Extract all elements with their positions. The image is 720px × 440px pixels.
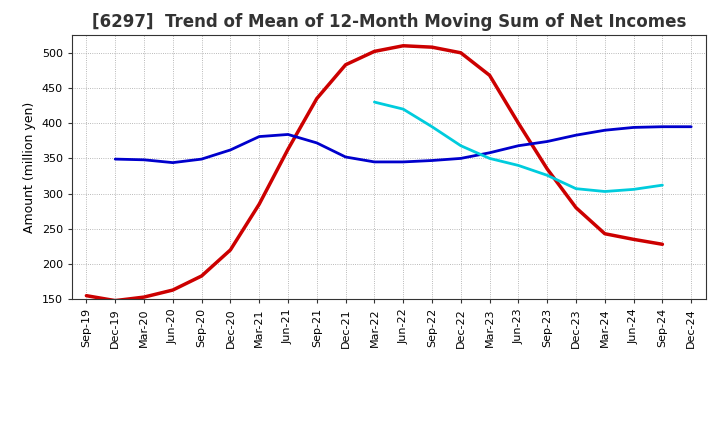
- 5 Years: [399, 159, 408, 165]
- 3 Years: [543, 166, 552, 172]
- 5 Years: [255, 134, 264, 139]
- 3 Years: [140, 294, 148, 300]
- 3 Years: [284, 147, 292, 152]
- 3 Years: [341, 62, 350, 67]
- 7 Years: [370, 99, 379, 105]
- 5 Years: [629, 125, 638, 130]
- 5 Years: [226, 147, 235, 153]
- 7 Years: [629, 187, 638, 192]
- 7 Years: [543, 172, 552, 178]
- 3 Years: [514, 121, 523, 126]
- 5 Years: [370, 159, 379, 165]
- 5 Years: [111, 157, 120, 162]
- 3 Years: [111, 298, 120, 303]
- 7 Years: [399, 106, 408, 112]
- 7 Years: [485, 156, 494, 161]
- 3 Years: [168, 287, 177, 293]
- 7 Years: [456, 143, 465, 148]
- Line: 3 Years: 3 Years: [86, 46, 662, 301]
- 3 Years: [456, 50, 465, 55]
- 5 Years: [514, 143, 523, 148]
- 5 Years: [485, 150, 494, 155]
- 5 Years: [341, 154, 350, 160]
- 5 Years: [140, 157, 148, 162]
- 7 Years: [572, 186, 580, 191]
- 3 Years: [629, 237, 638, 242]
- 5 Years: [168, 160, 177, 165]
- Title: [6297]  Trend of Mean of 12-Month Moving Sum of Net Incomes: [6297] Trend of Mean of 12-Month Moving …: [91, 13, 686, 31]
- 3 Years: [82, 293, 91, 298]
- 3 Years: [600, 231, 609, 236]
- 3 Years: [572, 205, 580, 210]
- 3 Years: [485, 73, 494, 78]
- 7 Years: [600, 189, 609, 194]
- 5 Years: [312, 140, 321, 146]
- 7 Years: [514, 163, 523, 168]
- 5 Years: [284, 132, 292, 137]
- 3 Years: [312, 96, 321, 101]
- 3 Years: [428, 44, 436, 50]
- 5 Years: [428, 158, 436, 163]
- 3 Years: [370, 49, 379, 54]
- Line: 7 Years: 7 Years: [374, 102, 662, 191]
- Line: 5 Years: 5 Years: [115, 127, 691, 163]
- Y-axis label: Amount (million yen): Amount (million yen): [23, 102, 36, 233]
- 7 Years: [658, 183, 667, 188]
- 3 Years: [399, 43, 408, 48]
- 5 Years: [456, 156, 465, 161]
- 5 Years: [658, 124, 667, 129]
- 5 Years: [572, 132, 580, 138]
- 3 Years: [226, 247, 235, 253]
- 5 Years: [543, 139, 552, 144]
- 3 Years: [255, 202, 264, 207]
- 3 Years: [197, 273, 206, 279]
- 5 Years: [197, 157, 206, 162]
- 5 Years: [600, 128, 609, 133]
- 5 Years: [687, 124, 696, 129]
- 3 Years: [658, 242, 667, 247]
- 7 Years: [428, 124, 436, 129]
